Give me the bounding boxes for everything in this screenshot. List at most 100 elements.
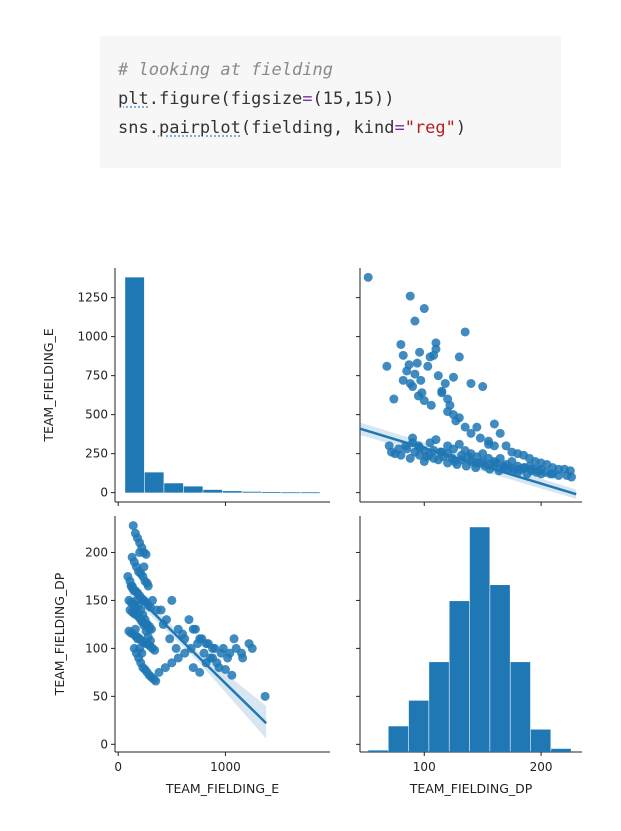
dp-vs-e-point	[227, 670, 237, 680]
dp-vs-e-point	[171, 643, 181, 653]
dp-vs-e-regression-line	[128, 588, 268, 725]
e-vs-dp-point	[419, 304, 429, 314]
e-vs-dp-point	[398, 350, 408, 360]
dp-vs-e-point	[216, 648, 226, 658]
e-vs-dp-point	[382, 361, 392, 371]
dp-vs-e-ytick-label: 200	[85, 545, 108, 559]
e-vs-dp-point	[460, 327, 470, 337]
e-vs-dp-point	[501, 441, 511, 451]
dp-vs-e-point	[188, 663, 198, 673]
code-line-pairplot: sns.pairplot(fielding, kind="reg")	[118, 118, 467, 138]
dp-vs-e-point	[158, 619, 168, 629]
e-vs-dp-point	[466, 428, 476, 438]
dp-vs-e-point	[247, 643, 257, 653]
dp-hist-bar	[490, 585, 510, 752]
e-vs-dp-point	[475, 433, 485, 443]
e-vs-dp-point	[454, 439, 464, 449]
dp-vs-e-point	[178, 629, 188, 639]
dp-vs-e-ytick-label: 0	[100, 737, 108, 751]
code-token-fielding: fielding	[251, 118, 333, 138]
dp-hist-bar	[449, 601, 470, 752]
e-vs-dp-point	[404, 360, 414, 370]
dp-hist-bar	[408, 700, 429, 752]
e-vs-dp-point	[431, 344, 441, 354]
dp-vs-e-point	[195, 634, 205, 644]
dp-vs-e-point	[154, 667, 164, 677]
e-vs-dp-point	[440, 378, 450, 388]
dp-vs-e-point	[195, 667, 205, 677]
dp-vs-e-point	[199, 648, 209, 658]
code-token-plt: plt	[118, 89, 149, 109]
dp-vs-e-point	[188, 624, 198, 634]
dp-vs-e-point	[130, 624, 140, 634]
dp-vs-e-point	[167, 595, 177, 605]
dp-vs-e-point	[133, 634, 143, 644]
e-vs-dp-regression-line	[359, 427, 577, 496]
dp-vs-e-point	[156, 605, 166, 615]
e-hist-ytick-label: 250	[85, 447, 108, 461]
e-vs-dp-point	[405, 453, 415, 463]
dp-hist-xlabel: TEAM_FIELDING_DP	[409, 781, 533, 796]
e-hist-bar	[183, 486, 203, 493]
dp-vs-e-xlabel: TEAM_FIELDING_E	[165, 781, 279, 796]
dp-vs-e-point	[237, 648, 247, 658]
e-vs-dp-point	[416, 375, 426, 385]
e-vs-dp-point	[566, 472, 576, 482]
dp-vs-e-point	[148, 595, 158, 605]
code-token-figure: figure	[158, 89, 221, 109]
e-hist-ytick-label: 0	[100, 486, 108, 500]
e-hist-ytick-label: 500	[85, 408, 108, 422]
e-vs-dp-point	[489, 441, 499, 451]
e-vs-dp-point	[419, 396, 429, 406]
e-vs-dp-point	[419, 456, 429, 466]
dp-vs-e-ytick-label: 100	[85, 641, 108, 655]
e-hist-bar	[164, 483, 184, 493]
e-vs-dp-point	[426, 400, 436, 410]
dp-hist-xtick-label: 100	[413, 760, 436, 774]
dp-vs-e-point	[160, 663, 170, 673]
code-token-figsize-value: (15,15)	[312, 89, 385, 109]
dp-vs-e-point	[223, 653, 233, 663]
e-vs-dp-point	[437, 388, 447, 398]
e-hist-ytick-label: 1000	[77, 330, 108, 344]
dp-hist-bar	[469, 527, 490, 752]
e-vs-dp-point	[536, 469, 546, 479]
dp-vs-e-point	[135, 547, 145, 557]
e-vs-dp-point	[363, 272, 373, 282]
dp-vs-e-point	[180, 648, 190, 658]
pairplot-figure: 025050075010001250TEAM_FIELDING_E0501001…	[41, 268, 582, 796]
dp-vs-e-point	[145, 636, 155, 646]
e-vs-dp-point	[466, 378, 476, 388]
e-vs-dp-point	[405, 291, 415, 301]
e-vs-dp-point	[454, 413, 464, 423]
dp-vs-e-point	[137, 648, 147, 658]
e-vs-dp-point	[460, 422, 470, 432]
e-vs-dp-point	[445, 400, 455, 410]
e-hist-ytick-label: 1250	[77, 291, 108, 305]
dp-vs-e-point	[208, 653, 218, 663]
dp-vs-e-point	[184, 615, 194, 625]
dp-vs-e-point	[128, 521, 138, 531]
e-vs-dp-point	[396, 450, 406, 460]
dp-vs-e-point	[260, 691, 270, 701]
code-line-figure: plt.figure(figsize=(15,15))	[118, 89, 395, 109]
e-hist-ytick-label: 750	[85, 369, 108, 383]
e-hist-bar	[281, 492, 301, 494]
dp-vs-e-point	[167, 658, 177, 668]
e-hist-ylabel: TEAM_FIELDING_E	[41, 328, 56, 442]
dp-vs-e-point	[151, 676, 161, 686]
e-hist-bar	[203, 489, 223, 493]
code-comment: # looking at fielding	[118, 60, 333, 80]
dp-hist-bar	[388, 726, 409, 752]
e-vs-dp-point	[402, 444, 412, 454]
e-hist-bar	[261, 492, 281, 493]
e-vs-dp-point	[478, 382, 488, 392]
dp-vs-e-xtick-label: 0	[114, 760, 122, 774]
e-vs-dp-point	[489, 419, 499, 429]
dp-hist-bar	[551, 748, 571, 752]
code-cell[interactable]: # looking at fielding plt.figure(figsize…	[100, 36, 561, 168]
dp-hist-bar	[368, 750, 388, 752]
dp-vs-e-point	[229, 634, 239, 644]
dp-vs-e-xtick-label: 1000	[210, 760, 241, 774]
code-token-kind: kind	[353, 118, 395, 138]
